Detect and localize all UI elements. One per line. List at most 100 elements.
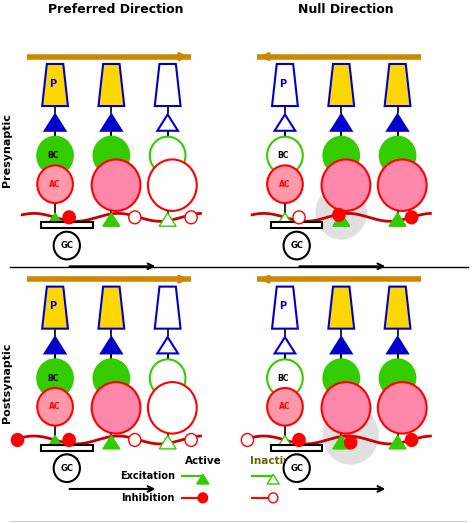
Polygon shape bbox=[46, 213, 64, 226]
Polygon shape bbox=[42, 287, 68, 328]
Circle shape bbox=[406, 434, 418, 447]
Polygon shape bbox=[101, 337, 122, 354]
Text: P: P bbox=[49, 79, 56, 89]
Text: AC: AC bbox=[49, 402, 61, 411]
Bar bbox=[271, 445, 322, 451]
Circle shape bbox=[315, 185, 367, 240]
Circle shape bbox=[150, 137, 185, 174]
Text: Null Direction: Null Direction bbox=[298, 3, 394, 16]
Polygon shape bbox=[159, 436, 176, 449]
Text: GC: GC bbox=[290, 464, 303, 473]
Polygon shape bbox=[276, 213, 293, 226]
Bar bbox=[41, 222, 92, 228]
Polygon shape bbox=[99, 64, 124, 106]
Circle shape bbox=[380, 137, 415, 174]
Circle shape bbox=[323, 359, 359, 397]
Circle shape bbox=[241, 434, 254, 447]
Polygon shape bbox=[333, 436, 350, 449]
Circle shape bbox=[198, 493, 208, 503]
Circle shape bbox=[37, 137, 73, 174]
Circle shape bbox=[37, 165, 73, 203]
Text: BC: BC bbox=[277, 373, 288, 383]
Circle shape bbox=[378, 160, 427, 211]
Polygon shape bbox=[157, 115, 178, 131]
Polygon shape bbox=[267, 474, 279, 484]
Circle shape bbox=[185, 434, 197, 447]
Circle shape bbox=[293, 211, 305, 224]
Circle shape bbox=[283, 232, 310, 259]
Circle shape bbox=[63, 434, 75, 447]
Circle shape bbox=[91, 382, 140, 434]
Polygon shape bbox=[157, 337, 178, 354]
Text: Excitation: Excitation bbox=[120, 471, 175, 481]
Polygon shape bbox=[274, 337, 295, 354]
Circle shape bbox=[283, 454, 310, 482]
Polygon shape bbox=[384, 287, 410, 328]
Text: AC: AC bbox=[279, 180, 291, 189]
Circle shape bbox=[148, 382, 197, 434]
Text: Preferred Direction: Preferred Direction bbox=[48, 3, 184, 16]
Text: P: P bbox=[279, 301, 286, 311]
Polygon shape bbox=[276, 436, 293, 449]
Polygon shape bbox=[333, 213, 350, 226]
Bar bbox=[271, 222, 322, 228]
Circle shape bbox=[322, 405, 379, 465]
Circle shape bbox=[267, 165, 303, 203]
Polygon shape bbox=[389, 213, 406, 226]
Polygon shape bbox=[389, 436, 406, 449]
Circle shape bbox=[148, 160, 197, 211]
Text: P: P bbox=[49, 301, 56, 311]
Text: AC: AC bbox=[49, 180, 61, 189]
Polygon shape bbox=[159, 213, 176, 226]
Polygon shape bbox=[387, 115, 408, 131]
Polygon shape bbox=[272, 64, 298, 106]
Polygon shape bbox=[46, 436, 64, 449]
Text: AC: AC bbox=[279, 402, 291, 411]
Circle shape bbox=[37, 359, 73, 397]
Text: GC: GC bbox=[290, 241, 303, 250]
Polygon shape bbox=[42, 64, 68, 106]
Circle shape bbox=[321, 382, 370, 434]
Circle shape bbox=[93, 137, 129, 174]
Circle shape bbox=[269, 493, 278, 503]
Circle shape bbox=[267, 359, 303, 397]
Circle shape bbox=[378, 382, 427, 434]
Polygon shape bbox=[328, 64, 354, 106]
Text: BC: BC bbox=[47, 151, 58, 160]
Circle shape bbox=[321, 160, 370, 211]
Text: P: P bbox=[279, 79, 286, 89]
Polygon shape bbox=[384, 64, 410, 106]
Circle shape bbox=[345, 436, 357, 449]
Circle shape bbox=[323, 137, 359, 174]
Circle shape bbox=[267, 137, 303, 174]
Circle shape bbox=[93, 359, 129, 397]
Circle shape bbox=[63, 211, 75, 224]
Polygon shape bbox=[101, 115, 122, 131]
Circle shape bbox=[91, 160, 140, 211]
Polygon shape bbox=[331, 115, 352, 131]
Polygon shape bbox=[155, 64, 181, 106]
Circle shape bbox=[54, 232, 80, 259]
Circle shape bbox=[54, 454, 80, 482]
Text: BC: BC bbox=[277, 151, 288, 160]
Circle shape bbox=[293, 434, 305, 447]
Polygon shape bbox=[331, 337, 352, 354]
Circle shape bbox=[267, 388, 303, 426]
Circle shape bbox=[37, 388, 73, 426]
Polygon shape bbox=[272, 287, 298, 328]
Text: Active: Active bbox=[184, 456, 221, 466]
Circle shape bbox=[380, 359, 415, 397]
Text: Inactive: Inactive bbox=[250, 456, 297, 466]
Text: Presynaptic: Presynaptic bbox=[2, 113, 12, 187]
Circle shape bbox=[333, 209, 345, 221]
Bar bbox=[41, 445, 92, 451]
Circle shape bbox=[150, 359, 185, 397]
Polygon shape bbox=[103, 213, 120, 226]
Circle shape bbox=[129, 211, 141, 224]
Text: Postsynaptic: Postsynaptic bbox=[2, 343, 12, 423]
Polygon shape bbox=[274, 115, 295, 131]
Text: BC: BC bbox=[47, 373, 58, 383]
Circle shape bbox=[406, 211, 418, 224]
Polygon shape bbox=[103, 436, 120, 449]
Text: GC: GC bbox=[60, 464, 73, 473]
